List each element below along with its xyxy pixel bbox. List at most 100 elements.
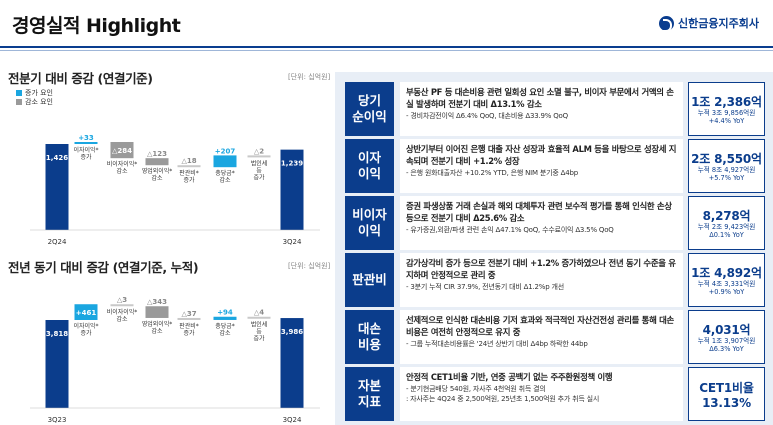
axis-label-7: 3Q24 [283, 416, 302, 424]
row-description: 선제적으로 인식한 대손비용 기저 효과와 적극적인 자산건전성 관리를 통해 … [400, 310, 683, 364]
category-label-6: 법인세 [251, 321, 268, 329]
row-main-text: 부동산 PF 등 대손비용 관련 일회성 요인 소멸 불구, 비이자 부문에서 … [406, 87, 674, 110]
category-label-3: 감소 [151, 328, 163, 335]
axis-label-7: 3Q24 [283, 238, 302, 246]
bar-2 [110, 304, 134, 307]
row-metric-box: 4,031억 누적 1조 3,907억원 Δ6.3% YoY [688, 310, 765, 364]
category-label-1: 증가 [80, 329, 92, 337]
bar-value-1: +461 [76, 309, 97, 317]
category-label-3: 영업외이익* [142, 320, 173, 328]
bar-value-0: 3,818 [46, 330, 68, 338]
shinhan-logo-icon [659, 15, 675, 32]
bar-value-6: △2 [254, 147, 264, 155]
chart1-unit: [단위: 십억원] [288, 73, 331, 81]
bar-0 [45, 320, 69, 408]
row-metric-box: 8,278억 누적 2조 9,423억원 Δ0.1% YoY [688, 196, 765, 250]
category-label-5: 충당금* [215, 169, 235, 177]
brand-name: 신한금융지주회사 [678, 17, 759, 30]
bar-5 [213, 155, 237, 168]
title-divider [0, 46, 773, 48]
metric-note1: 누적 3조 9,856억원 [697, 108, 756, 117]
bar-3 [145, 158, 169, 166]
legend-decrease-swatch [16, 98, 22, 105]
highlight-row: 대손 비용 선제적으로 인식한 대손비용 기저 효과와 적극적인 자산건전성 관리… [345, 310, 765, 364]
row-label: 대손 비용 [345, 310, 394, 364]
metric-value: 1조 2,386억 [691, 94, 762, 109]
chart1-title: 전분기 대비 증감 (연결기준) [8, 71, 153, 86]
category-label-2: 비이자이익* [107, 308, 138, 316]
bar-value-2: △284 [112, 147, 132, 155]
category-label-4: 증가 [183, 329, 195, 337]
category-label-5: 감소 [219, 330, 231, 337]
row-label: 비이자 이익 [345, 196, 394, 250]
bar-value-2: △3 [117, 296, 127, 304]
category-label-6: 등 [256, 167, 262, 174]
category-label-3: 영업외이익* [142, 167, 173, 175]
legend-decrease-label: 감소 요인 [25, 97, 53, 106]
row-label: 이자 이익 [345, 139, 394, 193]
metric-note2: +5.7% YoY [708, 173, 745, 182]
title-divider-thin [0, 50, 773, 51]
row-description: 감가상각비 증가 등으로 전분기 대비 +1.2% 증가하였으나 전년 동기 수… [400, 253, 683, 307]
metric-note2: Δ0.1% YoY [709, 230, 744, 239]
category-label-4: 판관비* [179, 322, 199, 330]
row-label: 자본 지표 [345, 367, 394, 421]
bar-4 [177, 165, 201, 168]
category-label-5: 충당금* [215, 322, 235, 330]
metric-value: 8,278억 [702, 208, 751, 223]
row-metric-box: CET1비율 13.13% [688, 367, 765, 421]
metric-note1: 누적 4조 3,331억원 [697, 279, 756, 288]
category-label-5: 감소 [219, 177, 231, 184]
category-label-3: 감소 [151, 175, 163, 182]
metric-note1: 누적 1조 3,907억원 [697, 336, 756, 345]
brand-logo: 신한금융지주회사 [659, 15, 759, 32]
metric-value: CET1비율 [699, 380, 754, 395]
bar-5 [213, 316, 237, 320]
category-label-4: 증가 [183, 176, 195, 184]
row-sub-text: - 은행 원화대출자산 +10.2% YTD, 은행 NIM 분기중 Δ4bp [406, 169, 578, 178]
legend-increase-label: 증가 요인 [25, 88, 53, 97]
metric-note1: 누적 2조 9,423억원 [697, 222, 756, 231]
axis-label-0: 3Q23 [48, 416, 67, 424]
category-label-6: 증가 [253, 335, 265, 343]
legend: 증가 요인 감소 요인 [16, 88, 53, 106]
axis-label-0: 2Q24 [48, 238, 67, 246]
bar-value-4: △37 [181, 310, 196, 318]
bar-4 [177, 317, 201, 320]
bar-value-6: △4 [254, 309, 264, 317]
row-metric-box: 1조 2,386억 누적 3조 9,856억원 +4.4% YoY [688, 82, 765, 136]
row-sub-text: - 3분기 누적 CIR 37.9%, 전년동기 대비 Δ1.2%p 개선 [406, 283, 564, 292]
row-main-text: 상반기부터 이어진 은행 대출 자산 성장과 효율적 ALM 등을 바탕으로 성… [406, 144, 677, 167]
row-main-text: 선제적으로 인식한 대손비용 기저 효과와 적극적인 자산건전성 관리를 통해 … [406, 315, 674, 338]
header: 경영실적 Highlight 신한금융지주회사 [0, 0, 773, 46]
bar-7 [280, 318, 304, 408]
bar-1 [74, 142, 98, 144]
category-label-2: 감소 [116, 168, 128, 175]
bar-6 [247, 316, 271, 319]
category-label-2: 감소 [116, 316, 128, 323]
bar-value-0: 1,426 [46, 154, 68, 162]
bar-6 [247, 155, 271, 158]
highlight-row: 이자 이익 상반기부터 이어진 은행 대출 자산 성장과 효율적 ALM 등을 바… [345, 139, 765, 193]
metric-note1: 누적 8조 4,927억원 [697, 165, 756, 174]
category-label-4: 판관비* [179, 169, 199, 177]
page-title: 경영실적 Highlight [12, 15, 181, 37]
row-sub-text: - 분기현금배당 540원, 자사주 4천억원 취득 결의 [406, 385, 546, 394]
bar-value-1: +33 [78, 134, 94, 142]
bar-value-3: △123 [147, 150, 167, 158]
bar-3 [145, 306, 169, 318]
bar-value-5: +207 [215, 147, 236, 155]
bar-value-7: 1,239 [281, 160, 303, 168]
row-label: 판관비 [345, 253, 394, 307]
metric-note2: Δ6.3% YoY [709, 344, 744, 353]
metric-value-2: 13.13% [702, 395, 751, 410]
category-label-2: 비이자이익* [107, 160, 138, 168]
row-description: 증권 파생상품 거래 손실과 해외 대체투자 관련 보수적 평가를 통해 인식한… [400, 196, 683, 250]
bar-0 [45, 144, 69, 230]
highlight-row: 판관비 감가상각비 증가 등으로 전분기 대비 +1.2% 증가하였으나 전년 동… [345, 253, 765, 307]
bar-7 [280, 149, 304, 230]
category-label-1: 이자이익* [73, 146, 98, 154]
row-sub-text-2: : 자사주는 4Q24 중 2,500억원, 25년초 1,500억원 추가 취… [406, 394, 600, 403]
row-main-text: 안정적 CET1비율 기반, 연중 공백기 없는 주주환원정책 이행 [406, 372, 613, 382]
chart2-unit: [단위: 십억원] [288, 262, 331, 270]
